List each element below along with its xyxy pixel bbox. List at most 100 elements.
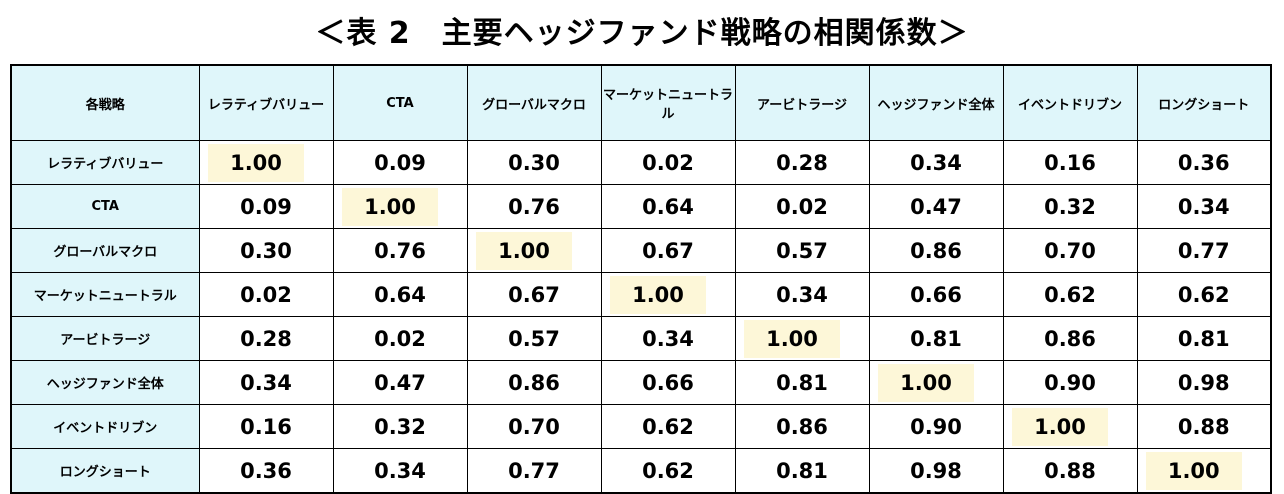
cell: 0.57 (466, 316, 602, 361)
cell: 0.28 (198, 316, 334, 361)
cell: 0.36 (1136, 140, 1272, 185)
cell: 0.34 (868, 140, 1004, 185)
cell-value: 1.00 (610, 275, 706, 314)
cell: 0.28 (734, 140, 870, 185)
cell: 0.32 (1002, 184, 1138, 229)
cell: 0.86 (466, 360, 602, 405)
row-header: マーケットニュートラル (10, 272, 200, 317)
header-cell: 各戦略 (10, 64, 200, 141)
cell: 0.90 (868, 404, 1004, 449)
correlation-table: 各戦略 レラティブバリュー CTA グローバルマクロ マーケットニュートラル アービトラー… (10, 64, 1272, 494)
cell: 0.47 (868, 184, 1004, 229)
row-header: アービトラージ (10, 316, 200, 361)
cell: 0.81 (734, 360, 870, 405)
cell: 0.98 (868, 448, 1004, 494)
cell: 0.02 (600, 140, 736, 185)
cell: 0.02 (198, 272, 334, 317)
cell: 0.34 (332, 448, 468, 494)
cell: 0.09 (332, 140, 468, 185)
header-cell: イベントドリブン (1002, 64, 1138, 141)
cell: 0.34 (1136, 184, 1272, 229)
table-row: アービトラージ 0.28 0.02 0.57 0.34 1.00 0.81 0.86 0.81 (10, 316, 1272, 361)
cell: 0.81 (1136, 316, 1272, 361)
cell: 1.00 (734, 316, 870, 361)
header-row: 各戦略 レラティブバリュー CTA グローバルマクロ マーケットニュートラル アービトラー… (10, 64, 1272, 141)
cell: 0.67 (466, 272, 602, 317)
header-cell: マーケットニュートラル (600, 64, 736, 141)
table-row: グローバルマクロ 0.30 0.76 1.00 0.67 0.57 0.86 0.70 0.77 (10, 228, 1272, 273)
header-cell: グローバルマクロ (466, 64, 602, 141)
cell: 1.00 (868, 360, 1004, 405)
cell: 0.34 (600, 316, 736, 361)
row-header: ロングショート (10, 448, 200, 494)
cell-value: 1.00 (208, 143, 304, 182)
cell: 0.88 (1136, 404, 1272, 449)
cell: 0.30 (466, 140, 602, 185)
row-header: グローバルマクロ (10, 228, 200, 273)
page: ＜表 2 主要ヘッジファンド戦略の相関係数＞ 各戦略 レラティブバリュー CTA グロ… (10, 16, 1272, 494)
cell-value: 1.00 (878, 363, 974, 402)
cell: 0.77 (466, 448, 602, 494)
title: ＜表 2 主要ヘッジファンド戦略の相関係数＞ (315, 16, 969, 51)
cell: 0.16 (1002, 140, 1138, 185)
table-row: イベントドリブン 0.16 0.32 0.70 0.62 0.86 0.90 1.00 0.88 (10, 404, 1272, 449)
cell: 0.36 (198, 448, 334, 494)
cell: 0.90 (1002, 360, 1138, 405)
cell: 0.62 (1002, 272, 1138, 317)
cell: 0.86 (1002, 316, 1138, 361)
row-header: レラティブバリュー (10, 140, 200, 185)
cell: 0.76 (332, 228, 468, 273)
cell-value: 1.00 (744, 319, 840, 358)
cell: 0.86 (868, 228, 1004, 273)
table-row: マーケットニュートラル 0.02 0.64 0.67 1.00 0.34 0.66 0.62 0… (10, 272, 1272, 317)
row-header: ヘッジファンド全体 (10, 360, 200, 405)
cell: 1.00 (1136, 448, 1272, 494)
cell: 0.16 (198, 404, 334, 449)
cell: 0.98 (1136, 360, 1272, 405)
cell: 0.32 (332, 404, 468, 449)
cell: 0.66 (600, 360, 736, 405)
cell-value: 1.00 (476, 231, 572, 270)
cell: 0.09 (198, 184, 334, 229)
cell: 0.62 (1136, 272, 1272, 317)
cell: 0.57 (734, 228, 870, 273)
cell-value: 1.00 (342, 187, 438, 226)
table-row: ロングショート 0.36 0.34 0.77 0.62 0.81 0.98 0.88 1.00 (10, 448, 1272, 494)
cell: 0.02 (734, 184, 870, 229)
cell: 0.70 (1002, 228, 1138, 273)
cell: 0.88 (1002, 448, 1138, 494)
table-row: ヘッジファンド全体 0.34 0.47 0.86 0.66 0.81 1.00 0.90 0.9… (10, 360, 1272, 405)
header-cell: アービトラージ (734, 64, 870, 141)
cell: 0.81 (734, 448, 870, 494)
cell: 0.64 (332, 272, 468, 317)
cell: 1.00 (466, 228, 602, 273)
cell-value: 1.00 (1145, 451, 1242, 490)
cell: 0.67 (600, 228, 736, 273)
cell: 1.00 (1002, 404, 1138, 449)
cell: 0.62 (600, 448, 736, 494)
cell: 0.02 (332, 316, 468, 361)
cell: 0.76 (466, 184, 602, 229)
header-cell: ヘッジファンド全体 (868, 64, 1004, 141)
row-header: イベントドリブン (10, 404, 200, 449)
cell: 0.81 (868, 316, 1004, 361)
cell: 0.62 (600, 404, 736, 449)
cell: 0.47 (332, 360, 468, 405)
header-cell: CTA (332, 64, 468, 141)
cell: 0.66 (868, 272, 1004, 317)
cell: 1.00 (600, 272, 736, 317)
header-cell: レラティブバリュー (198, 64, 334, 141)
cell: 0.34 (734, 272, 870, 317)
table-row: レラティブバリュー 1.00 0.09 0.30 0.02 0.28 0.34 0.16 0.3… (10, 140, 1272, 185)
cell: 1.00 (198, 140, 334, 185)
cell: 0.30 (198, 228, 334, 273)
cell: 0.34 (198, 360, 334, 405)
cell-value: 1.00 (1012, 407, 1108, 446)
cell: 0.86 (734, 404, 870, 449)
cell: 1.00 (332, 184, 468, 229)
cell: 0.70 (466, 404, 602, 449)
table-body: レラティブバリュー 1.00 0.09 0.30 0.02 0.28 0.34 0.16 0.3… (10, 140, 1272, 494)
cell: 0.77 (1136, 228, 1272, 273)
header-cell: ロングショート (1136, 64, 1272, 141)
cell: 0.64 (600, 184, 736, 229)
